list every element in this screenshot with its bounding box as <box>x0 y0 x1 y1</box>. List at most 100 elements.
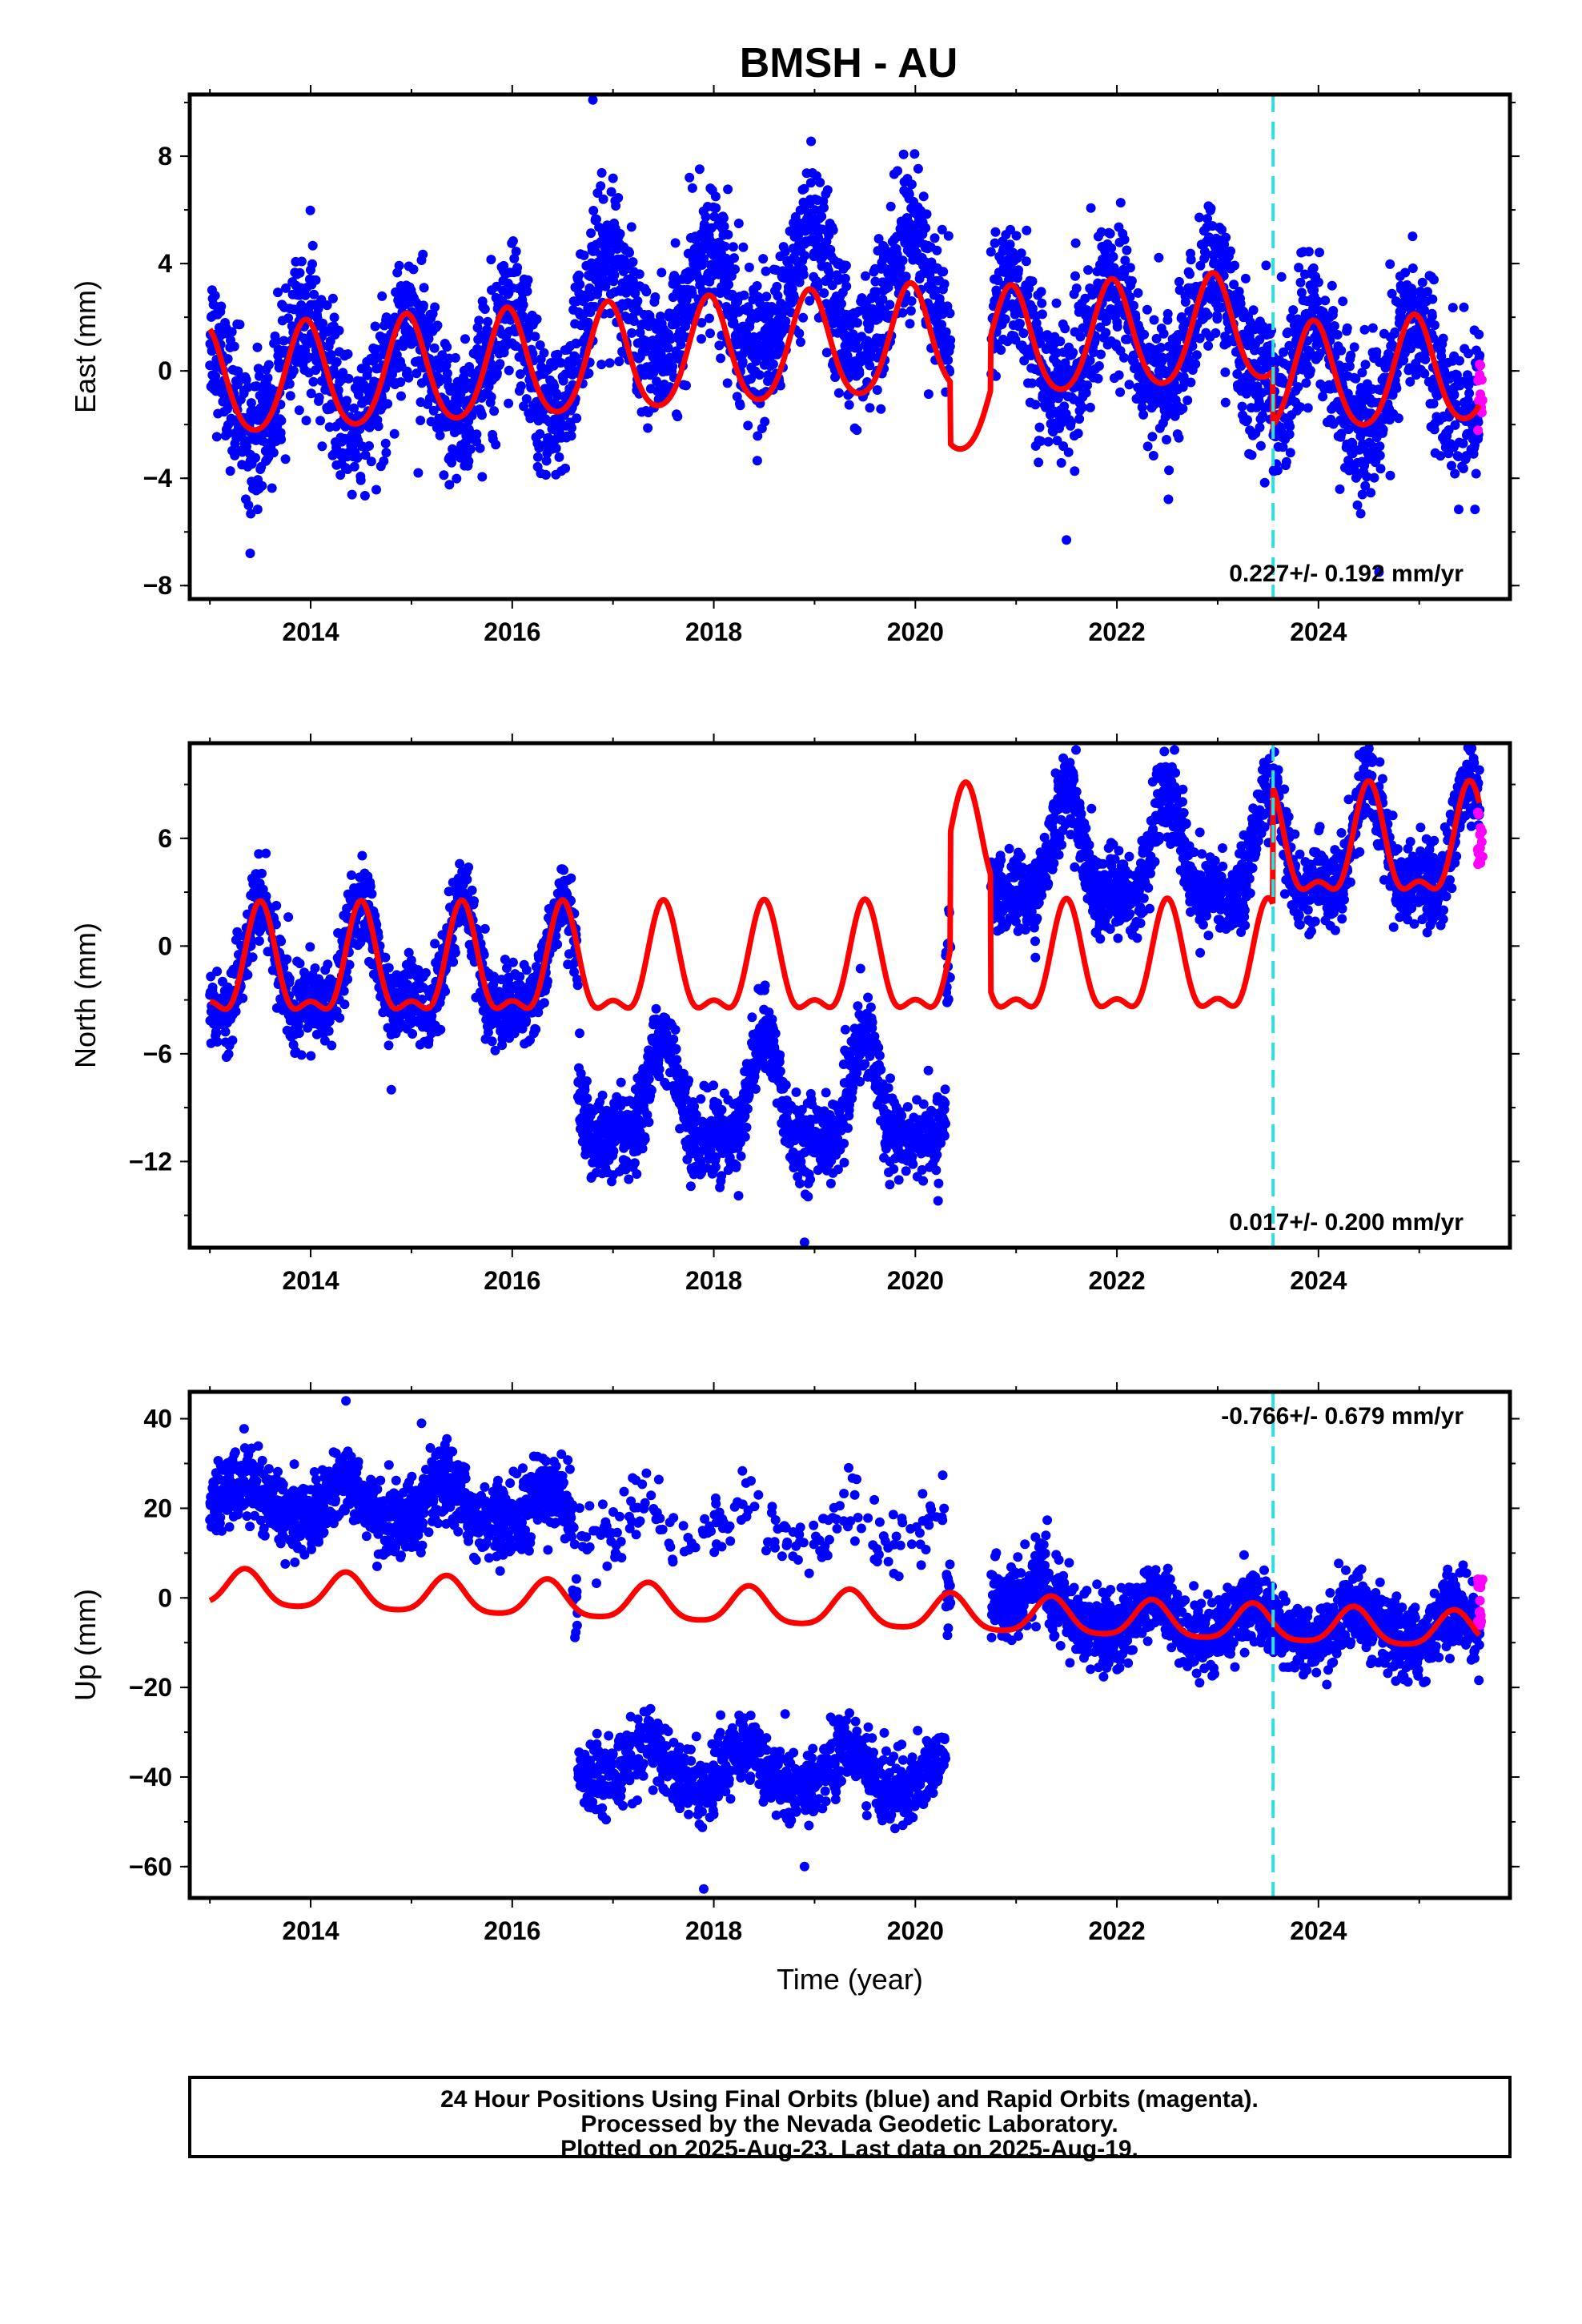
data-point <box>1026 351 1036 360</box>
data-point <box>424 334 434 344</box>
data-point <box>699 254 709 263</box>
data-point <box>381 312 391 323</box>
data-point <box>1308 263 1319 273</box>
data-point <box>817 211 827 222</box>
data-point <box>444 480 455 490</box>
data-point <box>605 308 616 319</box>
data-point <box>751 356 761 366</box>
data-point <box>773 291 783 301</box>
data-point <box>780 247 790 257</box>
data-point <box>1073 428 1083 439</box>
data-point <box>408 1029 418 1039</box>
data-point <box>1459 302 1469 312</box>
data-point <box>477 410 487 420</box>
data-point <box>626 222 636 232</box>
data-point <box>640 346 650 356</box>
data-point <box>435 430 445 440</box>
data-point <box>284 974 295 984</box>
data-point <box>724 279 734 290</box>
data-point <box>1454 505 1464 515</box>
data-point <box>1255 440 1266 451</box>
data-point <box>223 354 233 364</box>
data-point <box>1359 324 1370 335</box>
data-point <box>1191 359 1201 369</box>
data-point <box>991 371 1001 381</box>
data-point <box>583 317 593 328</box>
data-point <box>1430 320 1439 330</box>
data-point <box>416 416 426 425</box>
data-point <box>257 480 267 491</box>
data-point <box>241 375 251 385</box>
data-point <box>1094 361 1104 371</box>
data-point <box>1429 275 1439 285</box>
data-point <box>1139 329 1150 340</box>
data-point <box>308 376 319 387</box>
data-point <box>276 416 287 426</box>
data-point <box>363 365 373 376</box>
data-point <box>460 334 470 344</box>
data-point <box>243 500 254 510</box>
data-point <box>589 302 600 312</box>
data-point <box>1115 387 1126 397</box>
data-point <box>552 391 563 401</box>
data-point <box>841 281 852 292</box>
data-point <box>1407 231 1418 242</box>
data-point <box>1096 349 1106 360</box>
data-point <box>1018 328 1029 339</box>
data-point <box>697 318 707 328</box>
data-point <box>489 406 500 416</box>
data-point <box>852 425 862 436</box>
data-point <box>1375 441 1385 452</box>
data-point <box>1371 347 1382 357</box>
data-point <box>343 974 353 984</box>
data-point <box>1089 348 1098 357</box>
data-point <box>1417 277 1427 287</box>
data-point <box>729 253 739 263</box>
data-point <box>430 302 440 312</box>
data-point <box>251 381 262 392</box>
data-point <box>311 365 321 376</box>
data-point <box>366 456 376 467</box>
data-point <box>1272 465 1283 476</box>
data-point <box>854 368 865 379</box>
data-point <box>1320 296 1331 306</box>
data-point <box>885 300 895 310</box>
data-point <box>1255 422 1265 432</box>
data-point <box>216 301 227 312</box>
data-point <box>1393 413 1403 424</box>
data-point <box>694 164 705 175</box>
data-point <box>1248 305 1259 316</box>
data-point <box>1332 330 1343 340</box>
data-point <box>268 448 279 458</box>
data-point <box>371 344 381 355</box>
data-point <box>523 275 533 285</box>
data-point <box>387 369 397 380</box>
data-point <box>615 229 625 239</box>
data-point <box>752 281 762 291</box>
data-point <box>487 1036 497 1047</box>
data-point <box>271 336 282 347</box>
data-point <box>673 412 683 422</box>
data-point <box>1037 309 1047 320</box>
data-point <box>798 269 809 279</box>
data-point <box>841 260 851 271</box>
data-point <box>1101 328 1111 338</box>
data-point <box>349 403 359 413</box>
data-point <box>941 327 951 337</box>
data-point <box>1285 448 1295 458</box>
data-point <box>572 413 582 424</box>
data-point <box>709 211 720 222</box>
data-point <box>305 942 315 952</box>
data-point <box>1174 432 1184 443</box>
data-point <box>650 292 661 302</box>
data-point <box>238 993 248 1003</box>
data-point <box>1247 450 1257 460</box>
data-point <box>865 360 875 371</box>
data-point <box>567 423 576 433</box>
data-point <box>447 457 457 468</box>
data-point <box>794 277 805 287</box>
data-point <box>1011 231 1022 241</box>
data-point <box>619 255 629 266</box>
data-point <box>1036 287 1046 297</box>
